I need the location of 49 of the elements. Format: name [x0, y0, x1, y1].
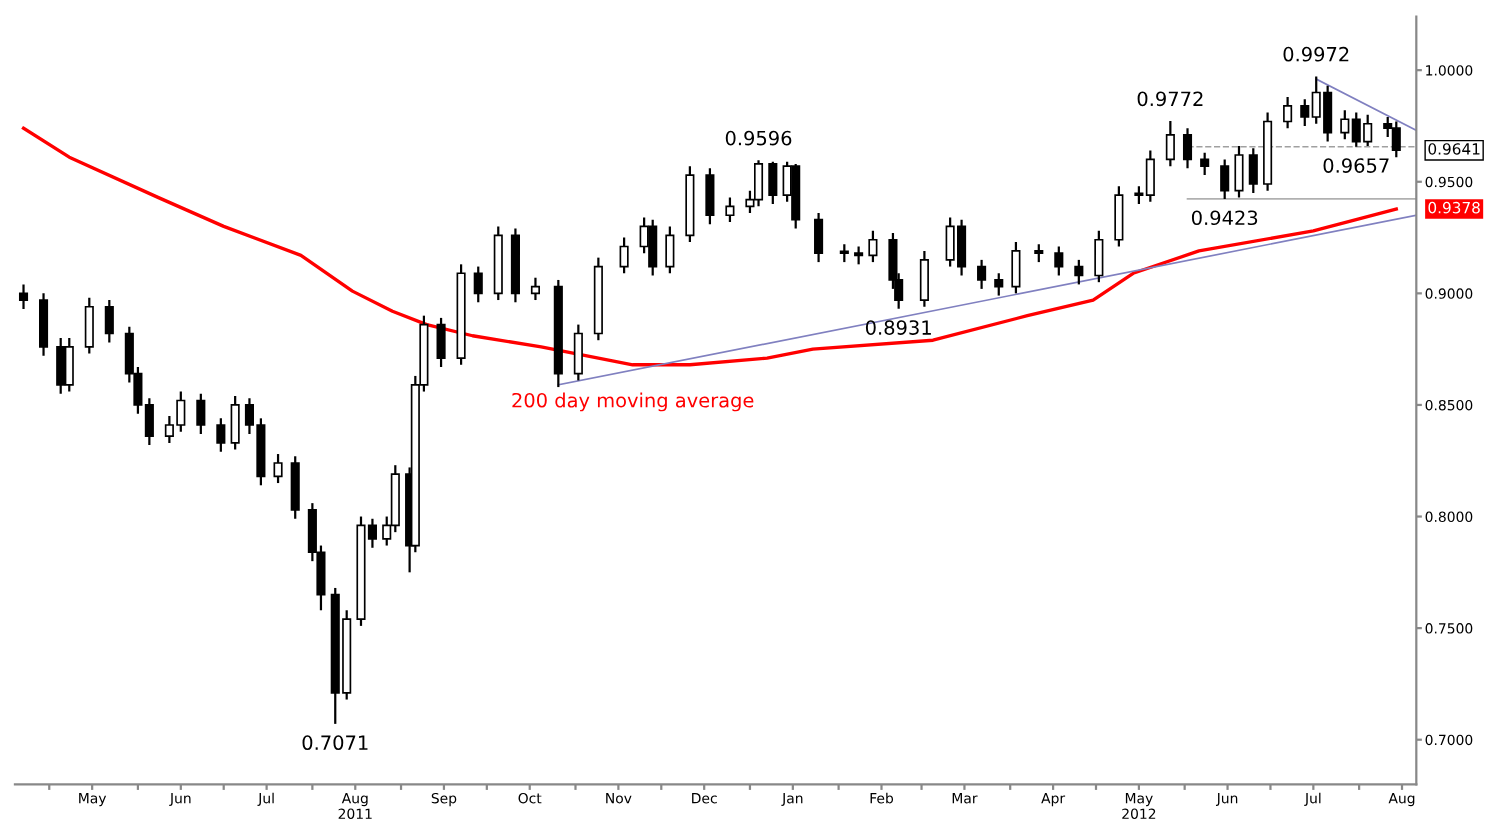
candlestick — [1074, 258, 1084, 286]
annotation: 0.9596 — [725, 130, 792, 146]
candlestick — [56, 336, 66, 395]
candlestick — [977, 258, 987, 290]
series-label: 200 day moving average — [512, 392, 754, 412]
candlestick — [1220, 158, 1230, 201]
candlestick — [530, 276, 541, 302]
candlestick — [436, 316, 446, 369]
line-series — [21, 126, 1398, 367]
candlestick — [1283, 95, 1293, 130]
candlestick — [1200, 151, 1210, 177]
annotation: 0.9423 — [1191, 210, 1258, 226]
candlestick — [104, 298, 114, 344]
candlestick — [868, 229, 878, 264]
candlestick — [1182, 127, 1193, 170]
candlestick — [1114, 185, 1124, 248]
candlestick — [1011, 240, 1021, 295]
candlestick — [216, 417, 226, 453]
annotation: 0.9772 — [1137, 91, 1203, 107]
candlestick — [648, 218, 658, 277]
candlestick — [1391, 120, 1401, 159]
annotation: 0.9657 — [1323, 158, 1389, 173]
candlestick — [665, 225, 675, 275]
candlestick — [994, 272, 1004, 297]
candlestick — [230, 394, 240, 451]
candlestick — [705, 167, 715, 226]
candlestick — [725, 196, 735, 224]
candlestick — [619, 236, 629, 275]
candlestick — [814, 211, 824, 264]
candlestick — [1234, 144, 1244, 199]
candlestick — [64, 336, 74, 393]
candlestick — [196, 392, 206, 436]
candlestick — [290, 455, 300, 520]
candlestick — [1054, 245, 1064, 277]
annotation: 0.8931 — [865, 320, 931, 335]
candlestick — [84, 296, 94, 355]
candlestick — [473, 265, 483, 304]
candlestick — [18, 283, 29, 311]
candlestick — [38, 292, 49, 357]
annotation: 0.7071 — [302, 735, 368, 751]
annotation: 0.9972 — [1283, 46, 1349, 62]
candlestick — [273, 452, 283, 485]
candlestick — [753, 159, 764, 208]
candlestick — [919, 249, 929, 308]
candlestick — [768, 160, 778, 206]
candlestick — [1248, 147, 1258, 195]
candlestick — [1165, 119, 1175, 168]
candlestick — [1094, 229, 1104, 284]
candlestick — [573, 323, 583, 382]
